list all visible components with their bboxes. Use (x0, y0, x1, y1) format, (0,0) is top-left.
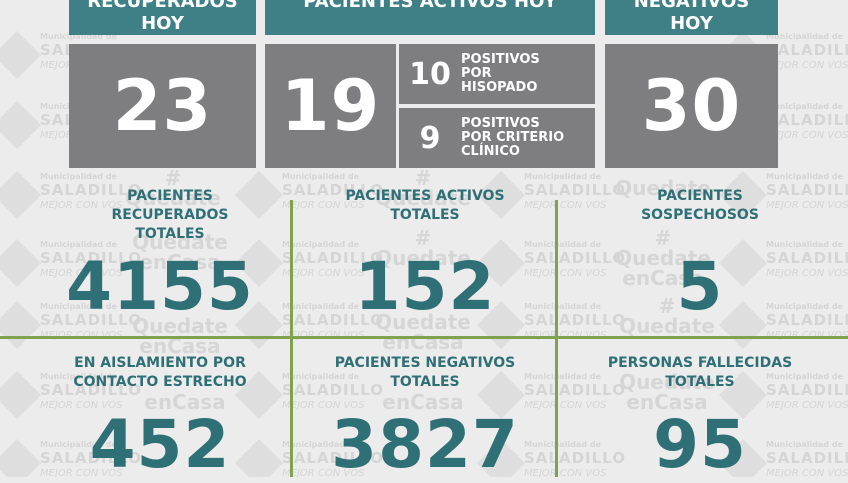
negativos-totales-value: 3827 (331, 406, 519, 483)
recuperados-hoy-label: RECUPERADOS (87, 0, 238, 12)
activos-totales-label: PACIENTES ACTIVOS TOTALES (345, 188, 505, 223)
hisopado-label: POSITIVOS POR HISOPADO (461, 52, 540, 95)
recuperados-totales-value: 4155 (66, 248, 254, 325)
aislamiento-label: EN AISLAMIENTO POR CONTACTO ESTRECHO (73, 355, 247, 390)
negativos-hoy-label: NEGATIVOS (633, 0, 750, 12)
hoy-label: HOY (141, 13, 184, 34)
criterio-clinico-value: 9 (419, 120, 441, 156)
negativos-hoy-header: NEGATIVOS HOY (605, 0, 778, 35)
sospechosos-value: 5 (676, 248, 724, 325)
fallecidas-value: 95 (653, 406, 747, 483)
grid-divider-horizontal (0, 336, 848, 339)
activos-hoy-value: 19 (265, 44, 396, 168)
sospechosos-label: PACIENTES SOSPECHOSOS (641, 188, 759, 223)
hisopado-value: 10 (409, 56, 451, 92)
aislamiento-value: 452 (89, 406, 231, 483)
negativos-totales-label: PACIENTES NEGATIVOS TOTALES (334, 355, 516, 390)
hisopado-box: 10 POSITIVOS POR HISOPADO (399, 44, 595, 104)
hoy-label: HOY (670, 13, 713, 34)
activos-totales-value: 152 (354, 248, 496, 325)
activos-hoy-header: PACIENTES ACTIVOS HOY (265, 0, 595, 35)
fallecidas-label: PERSONAS FALLECIDAS TOTALES (607, 355, 793, 390)
recuperados-hoy-value: 23 (69, 44, 256, 168)
recuperados-totales-label: PACIENTES RECUPERADOS TOTALES (111, 188, 229, 242)
activos-hoy-label: PACIENTES ACTIVOS HOY (303, 0, 557, 12)
recuperados-hoy-header: RECUPERADOS HOY (69, 0, 256, 35)
criterio-clinico-label: POSITIVOS POR CRITERIO CLÍNICO (461, 116, 565, 159)
criterio-clinico-box: 9 POSITIVOS POR CRITERIO CLÍNICO (399, 108, 595, 168)
negativos-hoy-value: 30 (605, 44, 778, 168)
